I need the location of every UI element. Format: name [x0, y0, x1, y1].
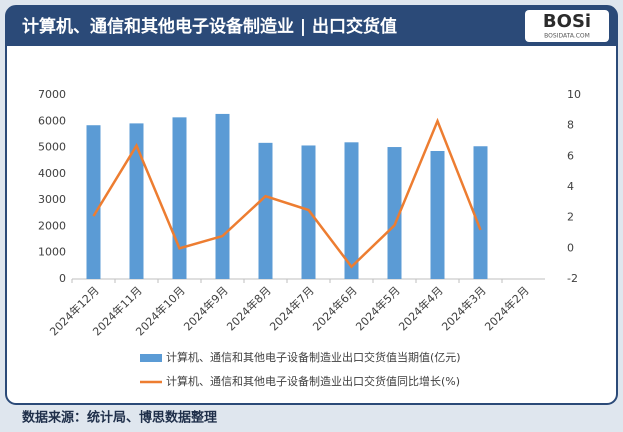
bar	[258, 142, 273, 279]
bar	[387, 147, 402, 279]
y-tick-label: 2000	[38, 219, 66, 232]
bar	[473, 146, 488, 279]
legend-swatch	[140, 354, 162, 362]
y-tick-label: 7000	[38, 88, 66, 101]
y2-tick-label: 8	[567, 119, 574, 132]
bar	[215, 113, 230, 279]
bar	[86, 125, 101, 279]
y2-tick-label: 6	[567, 149, 574, 162]
legend-label: 计算机、通信和其他电子设备制造业出口交货值同比增长(%)	[166, 374, 460, 388]
header-band	[6, 6, 617, 46]
logo: BOSi	[543, 11, 591, 32]
y-tick-label: 5000	[38, 141, 66, 154]
y-tick-label: 1000	[38, 246, 66, 259]
y2-tick-label: 2	[567, 211, 574, 224]
logo-box	[525, 10, 609, 42]
bar	[129, 123, 144, 279]
bar	[172, 117, 187, 279]
y2-tick-label: 0	[567, 241, 574, 254]
y-tick-label: 0	[59, 272, 66, 285]
line	[92, 117, 482, 269]
bar	[301, 145, 316, 279]
y2-tick-label: -2	[567, 272, 578, 285]
y-tick-label: 3000	[38, 193, 66, 206]
source: 数据来源：统计局、博思数据整理	[22, 410, 217, 426]
legend-label: 计算机、通信和其他电子设备制造业出口交货值当期值(亿元)	[166, 350, 461, 364]
bar	[344, 142, 359, 279]
title: 计算机、通信和其他电子设备制造业 | 出口交货值	[22, 16, 397, 37]
logo-sub: BOSIDATA.COM	[544, 33, 590, 40]
y2-tick-label: 4	[567, 180, 574, 193]
y-tick-label: 6000	[38, 114, 66, 127]
bar	[430, 150, 445, 279]
y2-tick-label: 10	[567, 88, 581, 101]
y-tick-label: 4000	[38, 167, 66, 180]
